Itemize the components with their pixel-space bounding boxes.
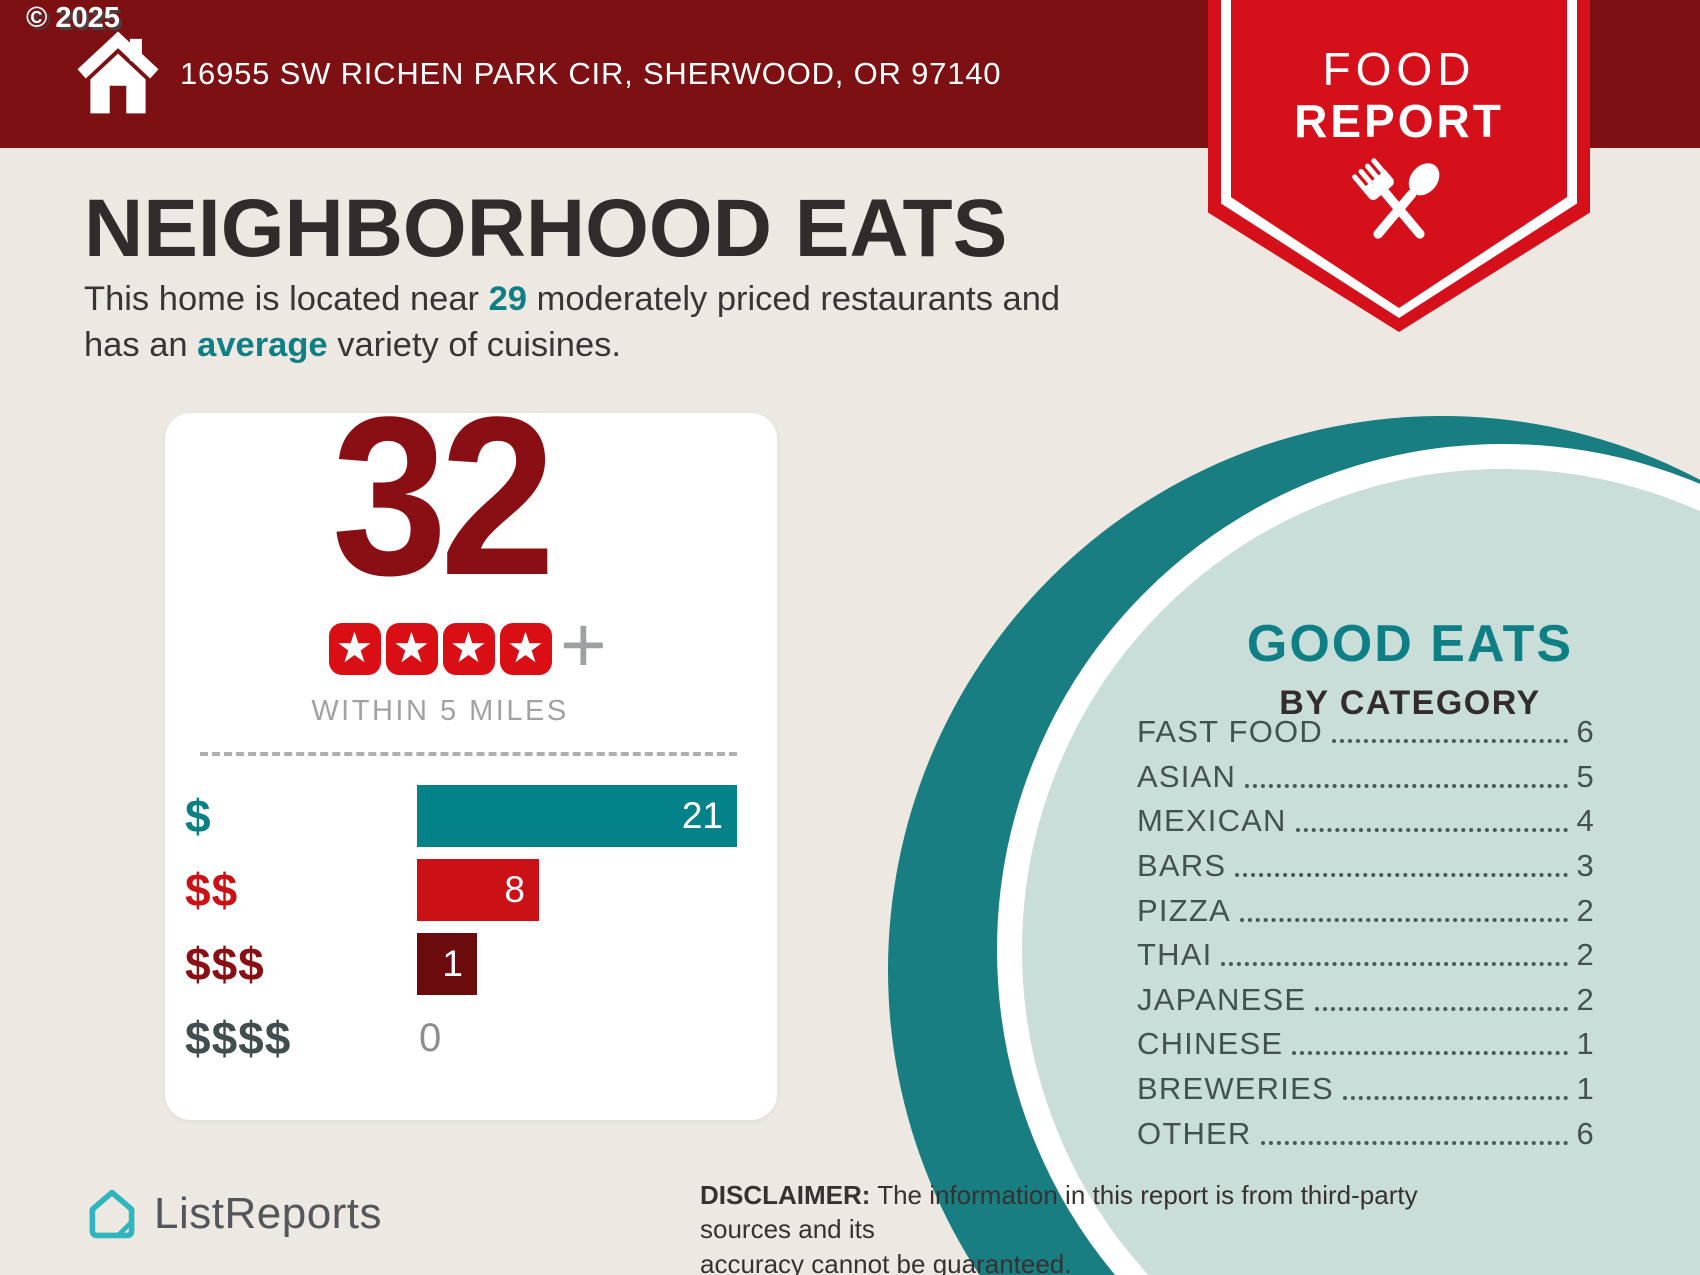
price-row: $$$$ 0 <box>185 1007 757 1069</box>
star-icon: ★ <box>499 623 552 675</box>
intro-mid: moderately priced restaurants and has an <box>84 280 1061 365</box>
price-bar-zero-value: 0 <box>419 1015 442 1060</box>
variety-highlight: average <box>197 326 328 365</box>
price-row: $$ 8 <box>185 859 757 921</box>
rating-summary: 32 ★ ★ ★ ★ + WITHIN 5 MILES <box>285 383 606 753</box>
intro-post: variety of cuisines. <box>327 326 621 365</box>
listreports-logo: ListReports <box>84 1186 382 1242</box>
intro-pre: This home is located near <box>84 280 489 318</box>
dotted-leader <box>1342 1096 1568 1101</box>
price-level-label: $$$$ <box>185 1012 292 1064</box>
price-level-label: $$$ <box>185 938 265 990</box>
dotted-leader <box>1260 1140 1568 1145</box>
category-label: OTHER <box>1137 1115 1252 1151</box>
page-title: NEIGHBORHOOD EATS <box>84 183 1008 274</box>
ribbon-title-line2: REPORT <box>1294 95 1504 147</box>
restaurant-total-count: 32 <box>331 369 556 622</box>
dotted-leader <box>1295 828 1568 833</box>
category-value: 4 <box>1576 803 1595 839</box>
star-icon: ★ <box>328 623 381 675</box>
category-label: CHINESE <box>1137 1026 1284 1062</box>
house-outline-icon <box>89 1189 135 1239</box>
category-label: FAST FOOD <box>1137 714 1323 750</box>
dashed-divider <box>200 752 737 756</box>
category-label: JAPANESE <box>1137 981 1307 1017</box>
category-value: 3 <box>1576 848 1595 884</box>
copyright-label: © 2025 <box>26 2 120 34</box>
category-label: BREWERIES <box>1137 1071 1334 1107</box>
food-report-badge: FOOD REPORT <box>1208 0 1590 332</box>
price-row: $21 <box>185 785 757 847</box>
crossed-spoon-fork-icon <box>1352 158 1440 239</box>
category-value: 2 <box>1576 892 1595 928</box>
category-label: THAI <box>1137 937 1213 973</box>
category-row: ASIAN 5 <box>1137 755 1595 800</box>
star-icon: ★ <box>385 623 438 675</box>
category-row: BREWERIES 1 <box>1137 1067 1595 1112</box>
category-row: CHINESE 1 <box>1137 1022 1595 1067</box>
category-value: 2 <box>1576 981 1595 1017</box>
ribbon-title-line1: FOOD <box>1322 43 1476 95</box>
radius-caption: WITHIN 5 MILES <box>311 695 569 727</box>
good-eats-title: GOOD EATS <box>1246 615 1574 673</box>
category-row: PIZZA 2 <box>1137 888 1595 933</box>
price-level-label: $ <box>185 790 212 842</box>
good-eats-heading: GOOD EATS BY CATEGORY <box>1185 614 1635 723</box>
category-list: FAST FOOD 6 ASIAN 5 MEXICAN 4 BARS 3 PIZZA 2 THAI 2… <box>1137 710 1595 1156</box>
brand-name: ListReports <box>154 1189 383 1238</box>
dotted-leader <box>1331 739 1568 744</box>
disclaimer: DISCLAIMER: The information in this repo… <box>700 1178 1510 1275</box>
price-bar: 8 <box>417 859 539 921</box>
dotted-leader <box>1292 1051 1568 1056</box>
price-bar: 1 <box>417 933 477 995</box>
category-label: BARS <box>1137 848 1227 884</box>
disclaimer-label: DISCLAIMER: <box>700 1180 871 1210</box>
category-value: 6 <box>1576 714 1595 750</box>
restaurant-count-highlight: 29 <box>488 280 527 318</box>
category-value: 5 <box>1576 758 1595 794</box>
dotted-leader <box>1235 873 1568 878</box>
dotted-leader <box>1315 1006 1568 1011</box>
category-value: 2 <box>1576 937 1595 973</box>
category-label: PIZZA <box>1137 892 1231 928</box>
category-value: 1 <box>1576 1026 1595 1062</box>
category-row: BARS 3 <box>1137 844 1595 889</box>
intro-sentence: This home is located near 29 moderately … <box>84 276 1094 368</box>
good-eats-subtitle: BY CATEGORY <box>1279 684 1541 722</box>
disclaimer-line2: accuracy cannot be guaranteed. <box>700 1248 1072 1275</box>
price-bar: 21 <box>417 785 737 847</box>
price-row: $$$ 1 <box>185 933 757 995</box>
category-value: 1 <box>1576 1071 1595 1107</box>
star-icon: ★ <box>442 623 495 675</box>
plus-icon: + <box>560 600 607 689</box>
category-row: MEXICAN 4 <box>1137 799 1595 844</box>
category-row: OTHER 6 <box>1137 1111 1595 1156</box>
star-rating: ★ ★ ★ ★ <box>285 623 595 675</box>
price-level-chart: $21 $$ 8 $$$ 1 $$$$ 0 <box>185 785 757 1081</box>
category-value: 6 <box>1576 1115 1595 1151</box>
disclaimer-line1: The information in this report is from t… <box>700 1180 1418 1245</box>
dotted-leader <box>1221 962 1568 967</box>
category-row: THAI 2 <box>1137 933 1595 978</box>
category-row: FAST FOOD 6 <box>1137 710 1595 755</box>
home-icon <box>77 31 159 114</box>
property-address: 16955 SW RICHEN PARK CIR, SHERWOOD, OR 9… <box>180 56 1002 91</box>
dotted-leader <box>1245 783 1568 788</box>
dotted-leader <box>1239 917 1568 922</box>
category-label: MEXICAN <box>1137 803 1287 839</box>
restaurant-stats-card: 32 ★ ★ ★ ★ + WITHIN 5 MILES $21 $$ 8 $$$ 1 $$$$ 0 <box>165 383 777 1120</box>
price-level-label: $$ <box>185 864 239 916</box>
category-label: ASIAN <box>1137 758 1237 794</box>
category-row: JAPANESE 2 <box>1137 978 1595 1023</box>
